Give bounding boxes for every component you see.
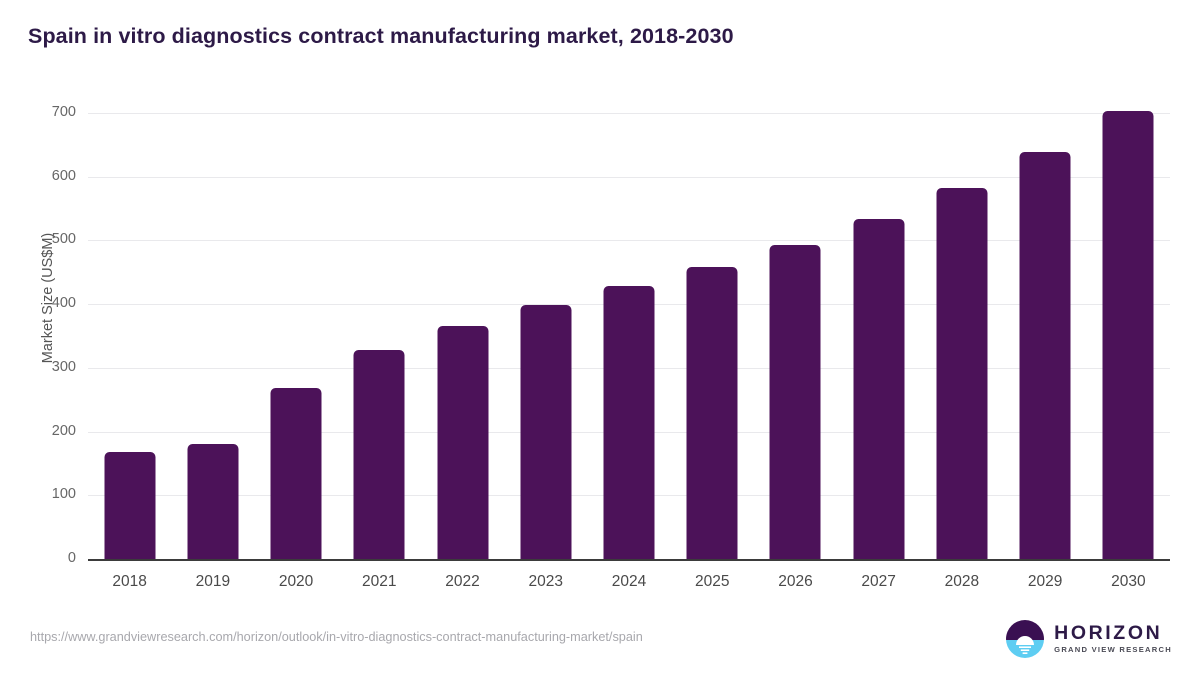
horizon-logo-text: HORIZON GRAND VIEW RESEARCH <box>1054 621 1172 655</box>
bar-group: 2029 <box>1004 113 1087 590</box>
bar-group: 2019 <box>171 113 254 590</box>
x-axis-tick-label: 2018 <box>112 573 147 590</box>
y-axis-tick-label: 200 <box>51 422 76 439</box>
bar-group: 2026 <box>754 113 837 590</box>
bar-group: 2020 <box>254 113 337 590</box>
page-title: Spain in vitro diagnostics contract manu… <box>28 24 734 48</box>
bar-group: 2023 <box>504 113 587 590</box>
y-axis-tick-label: 0 <box>67 550 76 566</box>
logo-tagline: GRAND VIEW RESEARCH <box>1054 645 1172 655</box>
gridline <box>88 176 1170 178</box>
bar-group: 2024 <box>587 113 670 590</box>
bar[interactable] <box>520 305 572 559</box>
horizon-logo: HORIZON GRAND VIEW RESEARCH <box>1005 618 1172 660</box>
x-axis-tick-label: 2021 <box>362 573 397 590</box>
y-axis-tick-label: 500 <box>51 231 76 248</box>
x-axis-tick-label: 2027 <box>861 573 896 590</box>
y-axis-tick-label: 400 <box>51 295 76 312</box>
bar-group: 2022 <box>421 113 504 590</box>
x-axis-tick-label: 2029 <box>1027 573 1063 590</box>
bar[interactable] <box>853 219 905 559</box>
bar-group: 2018 <box>88 113 171 590</box>
bar-group: 2025 <box>671 113 754 590</box>
bar[interactable] <box>686 266 738 559</box>
y-axis-tick-label: 100 <box>51 486 76 503</box>
bar[interactable] <box>104 451 156 559</box>
x-axis-tick-label: 2023 <box>528 573 563 590</box>
y-axis-tick-label: 600 <box>51 167 76 184</box>
bar-series: 2018 2019 2020 2021 2022 2023 2024 2025 2026 2027… <box>88 111 1170 590</box>
x-axis-line <box>88 559 1170 561</box>
bar[interactable] <box>1019 151 1071 559</box>
bar-group: 2027 <box>837 113 920 590</box>
y-axis-tick-label: 300 <box>51 358 76 375</box>
bar[interactable] <box>353 350 405 559</box>
bar[interactable] <box>769 244 821 559</box>
x-axis-tick-label: 2025 <box>694 573 730 590</box>
x-axis-tick-label: 2024 <box>611 573 647 590</box>
source-url[interactable]: https://www.grandviewresearch.com/horizo… <box>30 630 643 644</box>
y-axis-tick-label: 700 <box>51 104 76 120</box>
bar-group: 2021 <box>338 113 421 590</box>
x-axis-tick-label: 2020 <box>278 573 314 590</box>
bar-group: 2030 <box>1087 111 1170 590</box>
x-axis-tick-label: 2028 <box>944 573 980 590</box>
x-axis-tick-label: 2030 <box>1111 573 1146 590</box>
bar[interactable] <box>603 286 655 559</box>
bar[interactable] <box>437 326 489 559</box>
bar[interactable] <box>270 388 322 559</box>
gridline <box>88 113 1170 114</box>
bar[interactable] <box>187 444 239 559</box>
gridline <box>88 240 1170 242</box>
x-axis-tick-label: 2019 <box>195 573 231 590</box>
bar-group: 2028 <box>920 113 1003 590</box>
x-axis-tick-label: 2026 <box>778 573 813 590</box>
horizon-sunrise-icon <box>1005 619 1045 659</box>
bar[interactable] <box>1102 111 1154 559</box>
logo-wordmark: HORIZON <box>1054 621 1163 644</box>
x-axis-tick-label: 2022 <box>445 573 480 590</box>
bar[interactable] <box>936 188 988 559</box>
